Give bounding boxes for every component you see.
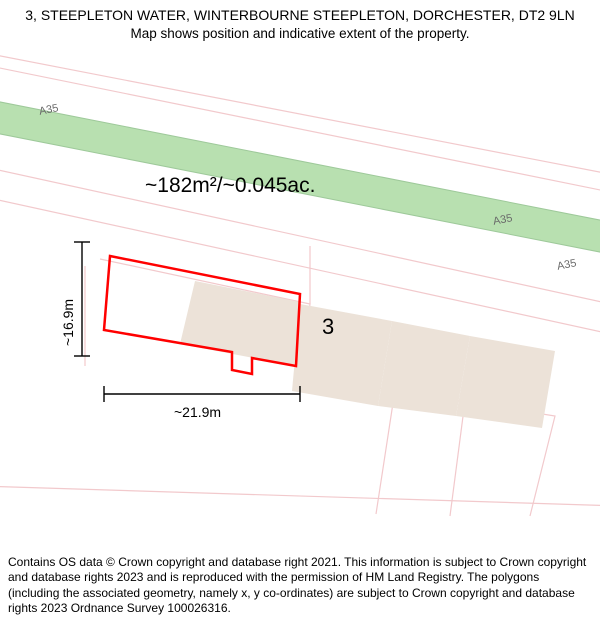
dimension-horizontal-label: ~21.9m	[174, 404, 221, 420]
map-area: ~182m²/~0.045ac. ~16.9m ~21.9m 3 A35A35A…	[0, 46, 600, 530]
page-title: 3, STEEPLETON WATER, WINTERBOURNE STEEPL…	[10, 6, 590, 25]
footer-text: Contains OS data © Crown copyright and d…	[8, 555, 586, 616]
area-label: ~182m²/~0.045ac.	[145, 174, 315, 198]
dimension-vertical-label: ~16.9m	[60, 299, 76, 346]
header: 3, STEEPLETON WATER, WINTERBOURNE STEEPL…	[0, 0, 600, 45]
map-svg	[0, 46, 600, 530]
footer: Contains OS data © Crown copyright and d…	[0, 551, 600, 625]
house-number: 3	[322, 314, 334, 340]
page-subtitle: Map shows position and indicative extent…	[10, 25, 590, 43]
